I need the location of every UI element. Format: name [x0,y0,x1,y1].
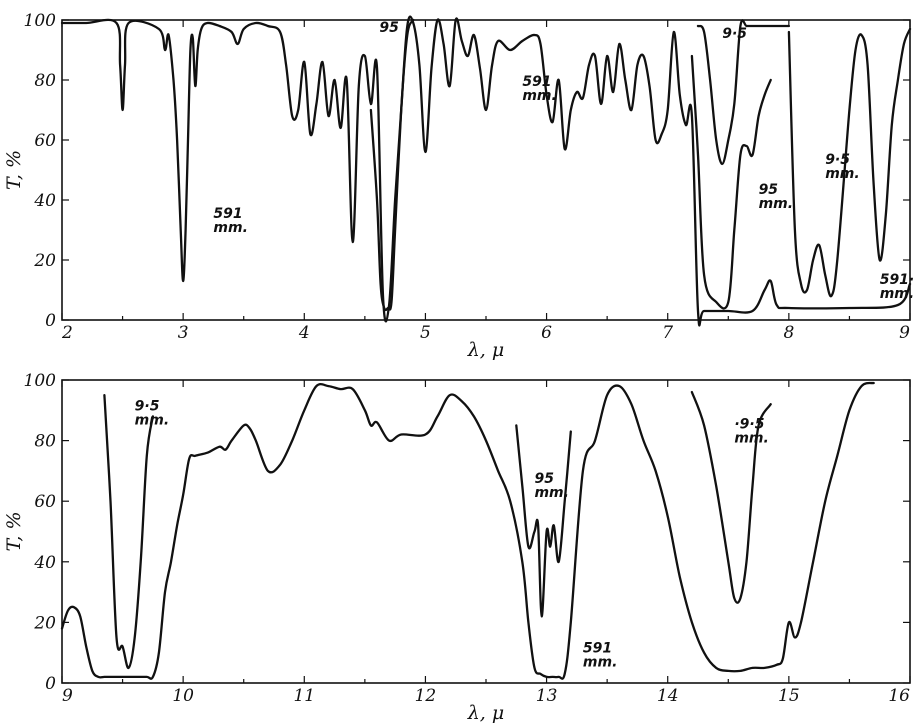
path-length-label: 95 [759,182,779,198]
y-tick-label: 20 [33,613,56,633]
path-length-label: 9·5 [825,152,850,168]
y-axis-title: T, % [3,511,25,551]
path-length-unit: mm. [825,166,860,182]
path-length-label: 591 [213,206,242,222]
series-line-2 [690,54,772,310]
path-length-unit: mm. [522,88,557,104]
x-tick-label: 9 [899,323,910,343]
path-length-label: 591 [522,74,551,90]
series-line-3 [690,390,772,604]
path-length-unit: mm. [135,412,170,428]
path-length-unit: mm. [759,196,794,212]
x-tick-label: 16 [888,686,910,706]
path-length-unit: mm. [534,485,569,501]
x-tick-label: 10 [172,686,194,706]
path-length-label: 9·5 [135,398,160,414]
path-length-unit: mm. [213,220,248,236]
path-length-unit: mm. [734,430,769,446]
x-tick-label: 9 [62,686,73,706]
y-tick-label: 80 [34,71,56,91]
x-tick-label: 4 [298,323,310,343]
series-line-1 [103,394,155,670]
path-length-label: 95 [379,20,399,36]
path-length-label: 95 [534,471,554,487]
path-length-label: 591 [583,641,612,657]
y-tick-label: 20 [33,251,56,271]
path-length-label: 591· [880,272,915,288]
y-tick-label: 40 [33,553,56,573]
y-tick-label: 60 [34,492,56,512]
x-tick-label: 12 [415,686,437,706]
x-axis-title: λ, μ [467,339,504,361]
series-line-0 [60,15,912,327]
path-length-unit: mm. [583,655,618,671]
y-axis-title: T, % [3,150,25,190]
x-tick-label: 11 [293,686,315,706]
x-tick-label: 14 [657,686,679,706]
series-line-2 [515,424,572,618]
series-line-0 [60,381,875,680]
y-tick-label: 100 [24,11,57,31]
x-tick-label: 6 [541,323,552,343]
x-tick-label: 3 [178,323,189,343]
y-tick-label: 80 [34,432,56,452]
series-line-1 [369,18,415,312]
path-length-unit: mm. [880,286,915,302]
plot-frame [61,379,911,684]
y-tick-label: 40 [33,191,56,211]
x-tick-label: 13 [536,686,558,706]
y-tick-label: 60 [34,131,56,151]
path-length-label: 9·5 [722,26,747,42]
x-axis-title: λ, μ [467,702,504,724]
series-line-4 [787,27,912,298]
x-tick-label: 7 [662,323,673,343]
y-tick-label: 100 [24,371,57,391]
x-tick-label: 2 [61,323,73,343]
y-tick-label: 0 [45,311,56,331]
y-tick-label: 0 [45,674,56,694]
series-line-3 [696,19,791,166]
path-length-label: ·9·5 [734,416,764,432]
x-tick-label: 5 [420,323,431,343]
x-tick-label: 15 [778,686,800,706]
x-tick-label: 8 [783,323,794,343]
